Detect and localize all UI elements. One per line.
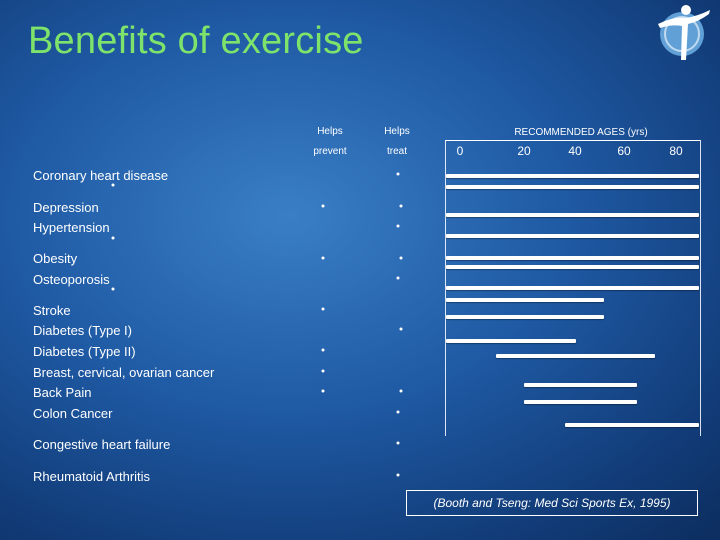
helps-prevent-dot bbox=[321, 348, 325, 352]
age-axis-left-line bbox=[445, 140, 446, 436]
helps-prevent-dot bbox=[321, 204, 325, 208]
helps-prevent-header-line2: prevent bbox=[313, 146, 347, 157]
age-range-bar bbox=[446, 315, 604, 319]
age-range-bar bbox=[446, 286, 699, 290]
condition-label: Breast, cervical, ovarian cancer bbox=[33, 365, 215, 380]
age-range-bar bbox=[524, 400, 637, 404]
helps-treat-dot bbox=[396, 410, 400, 414]
helps-prevent-dot bbox=[321, 369, 325, 373]
bullet-dot bbox=[111, 236, 115, 240]
helps-treat-dot bbox=[399, 256, 403, 260]
helps-prevent-dot bbox=[321, 256, 325, 260]
age-range-bar bbox=[446, 174, 699, 178]
condition-label: Diabetes (Type II) bbox=[33, 344, 136, 359]
age-range-bar bbox=[446, 256, 699, 260]
condition-label: Colon Cancer bbox=[33, 406, 113, 421]
condition-label: Hypertension bbox=[33, 220, 110, 235]
condition-label: Osteoporosis bbox=[33, 272, 110, 287]
helps-treat-dot bbox=[396, 276, 400, 280]
page-title: Benefits of exercise bbox=[28, 20, 364, 62]
helps-treat-dot bbox=[399, 389, 403, 393]
age-range-bar bbox=[446, 339, 576, 343]
age-range-bar bbox=[496, 354, 655, 358]
age-axis-right-line bbox=[700, 140, 701, 436]
recommended-ages-header: RECOMMENDED AGES (yrs) bbox=[514, 127, 648, 138]
condition-label: Obesity bbox=[33, 251, 78, 266]
helps-treat-dot bbox=[396, 224, 400, 228]
helps-treat-dot bbox=[399, 204, 403, 208]
person-figure-logo-icon bbox=[658, 5, 710, 60]
helps-treat-dot bbox=[396, 172, 400, 176]
age-range-bar bbox=[446, 234, 699, 238]
condition-label: Rheumatoid Arthritis bbox=[33, 469, 151, 484]
age-range-bar bbox=[446, 298, 604, 302]
age-range-bar bbox=[524, 383, 637, 387]
age-tick-20: 20 bbox=[517, 144, 531, 158]
age-tick-0: 0 bbox=[456, 144, 464, 158]
condition-label: Coronary heart disease bbox=[33, 168, 169, 183]
bullet-dot bbox=[111, 183, 115, 187]
condition-label: Back Pain bbox=[33, 385, 92, 400]
helps-prevent-header-line1: Helps bbox=[317, 126, 343, 137]
age-tick-40: 40 bbox=[568, 144, 582, 158]
bullet-dot bbox=[111, 287, 115, 291]
age-tick-60: 60 bbox=[617, 144, 631, 158]
helps-prevent-dot bbox=[321, 307, 325, 311]
condition-label: Stroke bbox=[33, 303, 71, 318]
helps-prevent-dot bbox=[321, 389, 325, 393]
condition-label: Diabetes (Type I) bbox=[33, 323, 132, 338]
helps-treat-dot bbox=[396, 473, 400, 477]
age-range-bar bbox=[446, 265, 699, 269]
helps-treat-header-line1: Helps bbox=[384, 126, 410, 137]
condition-label: Depression bbox=[33, 200, 99, 215]
age-range-bar bbox=[446, 213, 699, 217]
age-range-bar bbox=[565, 423, 699, 427]
helps-treat-dot bbox=[399, 327, 403, 331]
citation-box: (Booth and Tseng: Med Sci Sports Ex, 199… bbox=[406, 490, 698, 516]
helps-treat-dot bbox=[396, 441, 400, 445]
ages-header-underline bbox=[445, 140, 700, 141]
age-range-bar bbox=[446, 185, 699, 189]
age-tick-80: 80 bbox=[669, 144, 683, 158]
condition-label: Congestive heart failure bbox=[33, 437, 171, 452]
helps-treat-header-line2: treat bbox=[386, 146, 408, 157]
